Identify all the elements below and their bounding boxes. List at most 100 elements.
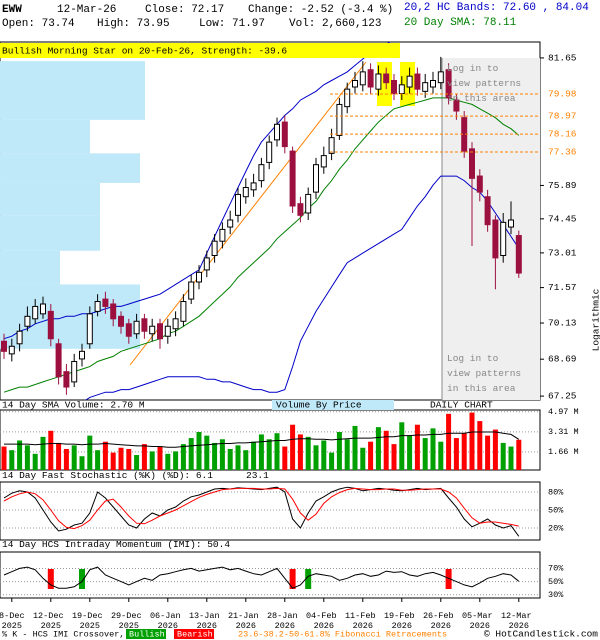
volume-bar (141, 444, 147, 470)
x-tick-label: 11-Feb 2026 (345, 611, 381, 631)
candle-body (274, 123, 280, 141)
indicator-line (3, 487, 519, 530)
d-label: 23.1 (246, 470, 269, 481)
candle-body (164, 325, 171, 337)
volume-bar (24, 445, 30, 470)
volume-bar (219, 439, 225, 470)
legend-swatch (174, 629, 214, 639)
candle-body (352, 79, 358, 88)
candle-body (40, 303, 46, 315)
volume-bar (204, 435, 210, 470)
y-tick-label: 50% (548, 577, 564, 587)
fib-label: 79.98 (548, 88, 577, 99)
volume-bar (48, 430, 54, 470)
candle-body (118, 315, 124, 327)
x-tick-label: 19-Dec 2025 (72, 611, 108, 631)
candle-body (266, 141, 273, 163)
symbol: EWW (2, 4, 22, 16)
volume-bar (235, 445, 241, 470)
volume-bar (438, 441, 444, 470)
annotation: Bullish Morning Star on 20-Feb-26, Stren… (2, 46, 287, 57)
candle-body (383, 73, 390, 84)
volume-bar (430, 428, 436, 470)
volume-bar (95, 450, 101, 470)
volume-bar (188, 438, 194, 470)
volume-bar (336, 432, 342, 470)
candle-body (508, 219, 514, 228)
x-tick-label: 21-Jan 2026 (228, 611, 264, 631)
candle-body (102, 298, 109, 307)
indicator-line (3, 566, 520, 589)
volume-bar (508, 446, 514, 470)
y-tick-label: 70% (548, 564, 564, 574)
date: 12-Mar-26 (57, 4, 116, 16)
volume-by-price-bar (0, 250, 60, 285)
volume-bar (321, 440, 327, 470)
volume-bar (134, 455, 140, 470)
open: Open: 73.74 (2, 18, 75, 30)
candle-body (281, 121, 288, 148)
volume-bar (32, 453, 38, 470)
volume-bar (399, 422, 405, 470)
signal-marker (47, 569, 54, 589)
candle-body (359, 71, 366, 86)
volume-by-price-bar (0, 215, 100, 251)
volume-bar (212, 442, 218, 470)
signal-marker (79, 569, 85, 589)
candle-body (430, 79, 436, 88)
panel-label: DAILY CHART (430, 400, 493, 411)
x-tick-label: 29-Dec 2025 (111, 611, 147, 631)
volume-bar (227, 448, 233, 470)
candle-body (1, 340, 7, 352)
legend-label: Bearish (177, 629, 213, 639)
y-tick-label: 1.66 M (548, 447, 579, 457)
candle-body (328, 137, 335, 154)
axis-label: Logarithmic (591, 288, 600, 351)
plot-group (0, 42, 522, 400)
candle-body (492, 219, 499, 259)
volume-bar (297, 434, 303, 470)
volume-bar (375, 427, 381, 470)
y-tick-label: 50% (548, 505, 564, 515)
x-tick-label: 08-Dec 2025 (0, 611, 30, 631)
x-tick-label: 05-Mar 2026 (462, 611, 498, 631)
candle-body (211, 240, 218, 257)
volume-sma-line (4, 431, 520, 448)
volume-bar (165, 453, 171, 470)
y-tick-label: 67.25 (548, 391, 577, 402)
legend-label: Bullish (129, 629, 165, 639)
candle-body (398, 84, 405, 95)
volume-bar (446, 413, 452, 470)
volume-bar (40, 436, 46, 470)
candle-body (484, 196, 491, 226)
volume-bar (492, 429, 498, 470)
volume-bar (477, 421, 483, 470)
candle-body (344, 88, 351, 108)
footer-copyright: © HotCandlestick.com (484, 629, 598, 640)
volume-bar (9, 450, 15, 470)
volume-bar (414, 424, 420, 470)
y-tick-label: 68.69 (548, 354, 577, 365)
sma: 20 Day SMA: 78.11 (404, 17, 517, 29)
high: High: 73.95 (97, 18, 170, 30)
volume-bar (71, 445, 77, 470)
volume-by-price-bar (0, 182, 100, 216)
volume-by-price-bar (0, 119, 90, 154)
fib-label: 77.36 (548, 147, 577, 158)
signal-marker (289, 569, 296, 589)
y-tick-label: 4.97 M (548, 407, 579, 417)
plot-group (3, 486, 520, 537)
y-tick-label: 75.89 (548, 180, 577, 191)
x-tick-label: 04-Feb 2026 (306, 611, 342, 631)
volume-bar (290, 424, 296, 470)
x-tick-label: 06-Jan 2026 (150, 611, 186, 631)
x-tick-label: 19-Feb 2026 (384, 611, 420, 631)
volume-bar (329, 452, 335, 470)
volume-bar (251, 441, 257, 470)
candle-body (63, 371, 70, 388)
plot-group (1, 412, 522, 470)
annotation-bg (0, 43, 400, 58)
candle-body (172, 318, 179, 330)
volume-bar (17, 440, 23, 470)
